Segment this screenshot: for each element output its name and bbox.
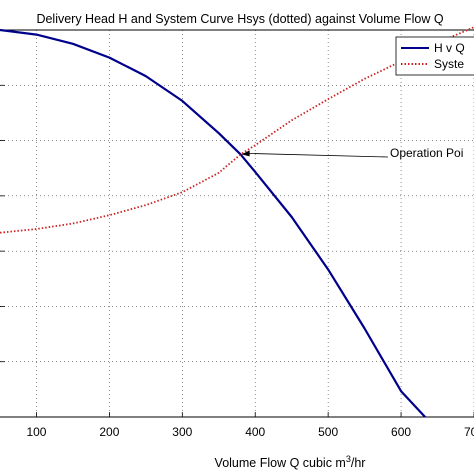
series-h-v-q-line <box>0 28 426 418</box>
annotation-arrowhead <box>241 150 250 157</box>
legend-label-h-v-q: H v Q <box>434 41 465 55</box>
x-tick-label: 200 <box>99 425 119 439</box>
legend: H v Q Syste <box>395 36 474 76</box>
x-tick-label: 700 <box>464 425 474 439</box>
x-axis-label-main: Volume Flow Q cubic m <box>215 456 346 470</box>
axes: 100 200 300 400 500 600 700 <box>0 29 474 439</box>
annotation-layer: Operation Poi <box>241 146 463 160</box>
x-tick-label: 400 <box>245 425 265 439</box>
x-axis-label-superscript: 3 <box>346 454 351 464</box>
annotation-arrow <box>246 152 389 158</box>
x-tick-label: 300 <box>172 425 192 439</box>
x-axis-label: Volume Flow Q cubic m3/hr <box>215 454 366 470</box>
x-tick-label: 500 <box>318 425 338 439</box>
chart-title: Delivery Head H and System Curve Hsys (d… <box>36 12 443 26</box>
x-tick-label: 600 <box>391 425 411 439</box>
x-tick-label: 100 <box>26 425 46 439</box>
grid <box>0 29 474 418</box>
x-axis-label-tail: /hr <box>351 456 366 470</box>
legend-box <box>395 36 474 76</box>
annotation-operation-point: Operation Poi <box>390 146 463 160</box>
legend-label-system: Syste <box>434 57 464 71</box>
series-layer <box>0 26 474 418</box>
